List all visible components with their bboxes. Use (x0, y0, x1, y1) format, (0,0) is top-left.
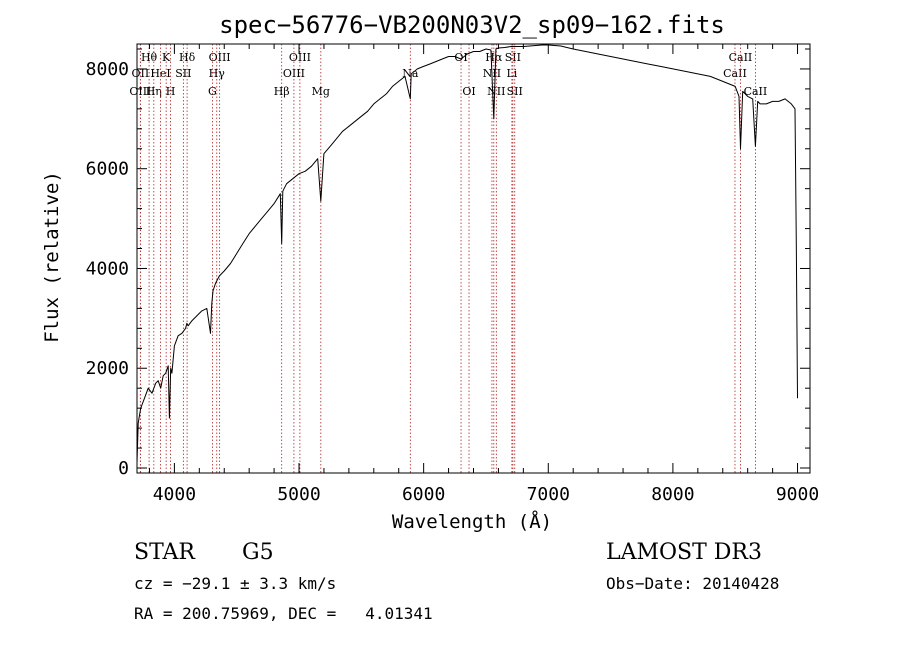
line-marker-label: OIII (209, 51, 231, 64)
line-marker-label: CaII (744, 85, 768, 98)
line-marker-label: SII (507, 85, 523, 98)
line-marker-label: G (208, 85, 217, 98)
line-marker-label: NII (487, 85, 505, 98)
line-marker-label: Hδ (179, 51, 196, 64)
x-tick-label: 5000 (277, 484, 320, 505)
x-tick-label: 9000 (776, 484, 819, 505)
y-tick-label: 2000 (86, 358, 129, 379)
obs-date: Obs−Date: 20140428 (606, 574, 779, 593)
line-marker-label: Hα (485, 51, 503, 64)
y-tick-label: 6000 (86, 159, 129, 180)
survey-name: LAMOST DR3 (606, 540, 762, 565)
line-marker-label: CaII (729, 51, 753, 64)
line-marker-label: OI (462, 85, 475, 98)
redshift-info: cz = −29.1 ± 3.3 km/s (134, 574, 336, 593)
spectrum-line (136, 44, 798, 464)
object-subclass: G5 (242, 540, 274, 565)
x-tick-label: 4000 (153, 484, 196, 505)
chart-title: spec−56776−VB200N03V2_sp09−162.fits (219, 11, 725, 39)
line-marker-label: Na (402, 67, 419, 80)
line-marker-label: SII (175, 67, 191, 80)
line-marker-label: Li (506, 67, 517, 80)
x-tick-label: 6000 (402, 484, 445, 505)
y-axis-label: Flux (relative) (41, 171, 63, 343)
line-marker-label: HeI (150, 67, 170, 80)
line-marker-label: CaII (723, 67, 747, 80)
spectrum-layer (136, 44, 798, 464)
line-marker-label: H (166, 85, 176, 98)
x-tick-label: 7000 (527, 484, 570, 505)
coordinates: RA = 200.75969, DEC = 4.01341 (134, 604, 433, 623)
x-axis-label: Wavelength (Å) (392, 510, 552, 533)
object-class: STAR (134, 540, 196, 565)
line-marker-label: OIII (289, 51, 311, 64)
axis-ticks: 4000 5000 6000 7000 8000 9000 0 2000 4000 6000 800… (86, 44, 819, 505)
line-marker-label: OIII (283, 67, 305, 80)
line-marker-label: Hβ (274, 85, 290, 98)
line-marker-label: Hγ (209, 67, 226, 80)
line-marker-label: SII (505, 51, 521, 64)
y-tick-label: 0 (118, 458, 129, 479)
line-marker-label: OI (454, 51, 467, 64)
line-marker-label: OIII (129, 85, 151, 98)
line-marker-label: K (162, 51, 171, 64)
plot-frame (136, 43, 811, 474)
line-marker-label: Hη (146, 85, 162, 98)
line-marker-label: Hθ (141, 51, 158, 64)
y-tick-label: 4000 (86, 258, 129, 279)
line-marker-label: Mg (312, 85, 330, 98)
x-tick-label: 8000 (651, 484, 694, 505)
y-tick-label: 8000 (86, 59, 129, 80)
